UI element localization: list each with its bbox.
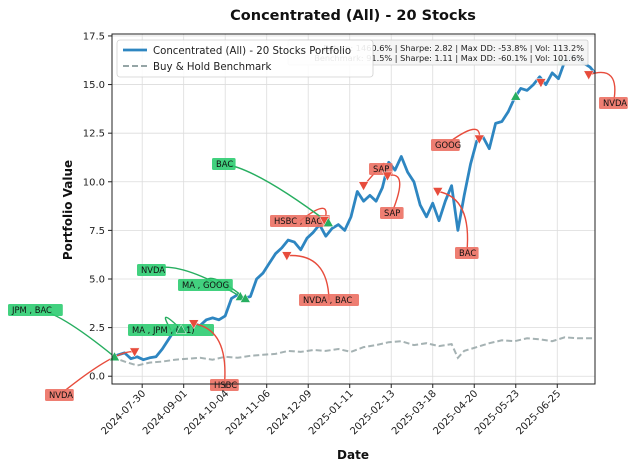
annotation-label: NVDA — [49, 390, 73, 400]
sell-marker — [535, 78, 547, 89]
annotation-label: SAP — [384, 208, 400, 218]
annotation-box — [455, 247, 479, 259]
plot-frame — [111, 33, 596, 385]
sell-marker — [358, 181, 369, 192]
annotation-box — [431, 139, 460, 151]
annotation-label: BAC — [216, 159, 233, 169]
buy-marker — [510, 90, 522, 101]
annotation-box — [128, 324, 214, 336]
annotation-label: NVDA — [141, 265, 165, 275]
annotation-label: GOOG — [435, 140, 461, 150]
y-tick-label: 7.5 — [89, 226, 105, 237]
buy-marker — [239, 292, 251, 303]
sell-marker — [583, 70, 595, 81]
sell-marker — [188, 319, 200, 330]
annotation-box — [137, 264, 166, 276]
annotation-box — [45, 389, 74, 401]
annotation-arrow — [223, 163, 329, 224]
annotation-box — [212, 158, 236, 170]
annotation-label: MA , JPM , (+1) — [132, 325, 195, 335]
chart-title: Concentrated (All) - 20 Stocks — [230, 8, 476, 24]
legend: Concentrated (All) - 20 Stocks Portfolio… — [116, 39, 374, 78]
portfolio-line — [111, 54, 597, 362]
portfolio-series — [111, 54, 597, 362]
annotation-arrow — [58, 351, 135, 396]
y-axis-title: Portfolio Value — [61, 160, 75, 260]
sell-marker — [281, 251, 293, 262]
annotation-label: JPM , BAC — [11, 305, 52, 315]
sell-marker — [432, 187, 444, 198]
benchmark-series — [111, 336, 595, 367]
sell-marker — [382, 171, 393, 182]
annotation-box — [210, 379, 239, 391]
annotation-label: NVDA , BAC — [303, 295, 352, 305]
trade-markers — [109, 55, 595, 362]
y-tick-label: 17.5 — [83, 31, 105, 42]
y-tick-label: 5.0 — [89, 275, 105, 286]
y-tick-label: 2.5 — [89, 323, 105, 334]
buy-marker — [322, 217, 334, 227]
x-tick-label: 2025-06-25 — [515, 388, 564, 437]
y-tick-label: 12.5 — [83, 129, 105, 140]
annotation-box — [178, 279, 233, 291]
annotation-arrow — [193, 323, 226, 386]
annotation-box — [599, 97, 628, 109]
annotation-arrow — [437, 190, 469, 254]
benchmark-line — [111, 336, 595, 367]
annotation-box — [8, 304, 63, 316]
annotation-box — [270, 215, 330, 227]
annotation-box — [299, 294, 359, 306]
sell-marker — [473, 134, 485, 145]
grid — [112, 34, 595, 384]
annotation-label: MA , GOOG — [182, 280, 229, 290]
annotation-label: HSBC , BAC — [274, 216, 322, 226]
annotation-label: NVDA — [603, 98, 627, 108]
stats-line: Benchmark: 91.5% | Sharpe: 1.11 | Max DD… — [314, 53, 584, 63]
annotation-label: SAP — [373, 164, 389, 174]
sell-marker — [129, 347, 141, 358]
x-axis-title: Date — [337, 448, 369, 462]
legend-label-portfolio: Concentrated (All) - 20 Stocks Portfolio — [153, 46, 351, 57]
y-tick-label: 15.0 — [83, 80, 105, 91]
annotation-box — [380, 207, 404, 219]
annotation-arrow — [286, 254, 330, 301]
annotation-label: BAC — [459, 248, 476, 258]
stats-line: Return: 1460.6% | Sharpe: 2.82 | Max DD:… — [323, 43, 584, 53]
y-tick-label: 0.0 — [89, 372, 105, 383]
y-tick-label: 10.0 — [83, 177, 105, 188]
buy-marker — [175, 324, 187, 334]
annotation-arrow — [588, 71, 616, 104]
legend-background — [116, 39, 374, 78]
legend-label-benchmark: Buy & Hold Benchmark — [153, 62, 271, 73]
